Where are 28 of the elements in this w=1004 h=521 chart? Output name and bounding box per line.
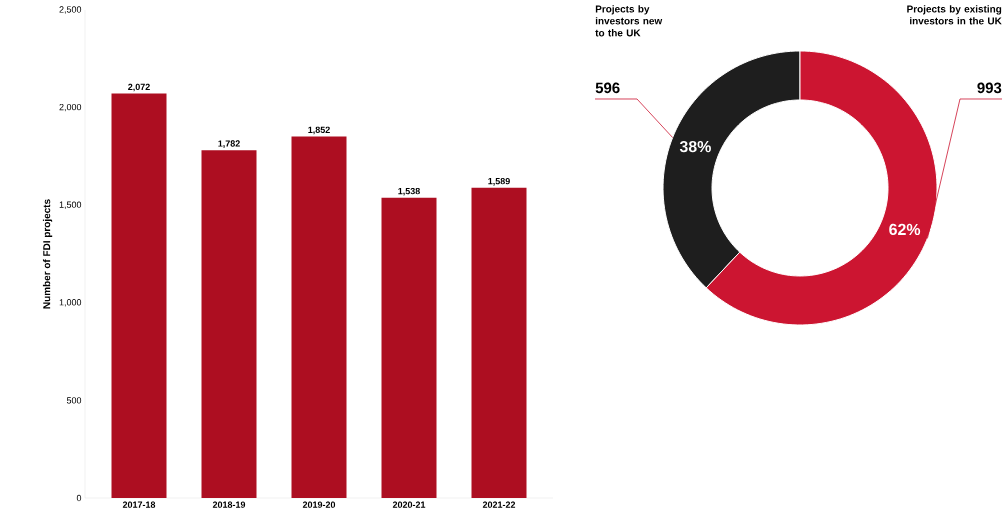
- bar: [471, 187, 527, 498]
- y-tick-label: 500: [66, 397, 82, 404]
- slice-label: Projects by investors new to the UK: [595, 5, 663, 37]
- bar: [381, 197, 437, 498]
- bar: [291, 136, 347, 498]
- y-axis-title: Number of FDI projects: [42, 199, 53, 309]
- y-tick-label: 2,000: [59, 103, 82, 112]
- y-tick-label: 1,500: [59, 201, 82, 209]
- x-tick-label: 2019-20: [302, 501, 336, 508]
- y-tick-label: 1,000: [59, 299, 82, 307]
- data-label: 2,072: [128, 83, 150, 92]
- y-tick-label: 2,500: [59, 6, 82, 14]
- data-label: 1,782: [218, 140, 240, 148]
- data-label: 62%: [889, 223, 921, 236]
- y-tick-label: 0: [76, 494, 82, 502]
- text: 993: [977, 82, 1002, 94]
- x-tick-label: 2020-21: [392, 501, 426, 508]
- bar: [111, 93, 167, 498]
- data-label: 1,589: [488, 177, 510, 186]
- slice-label: Projects by existing investors in the UK: [907, 5, 1002, 25]
- x-tick-label: 2018-19: [212, 501, 246, 508]
- data-label: 38%: [679, 140, 711, 153]
- data-label: 1,852: [308, 126, 330, 135]
- data-label: 1,538: [398, 187, 420, 196]
- x-tick-label: 2021-22: [482, 501, 516, 508]
- bar: [201, 150, 257, 498]
- x-tick-label: 2017-18: [122, 501, 156, 508]
- text: 596: [595, 82, 620, 94]
